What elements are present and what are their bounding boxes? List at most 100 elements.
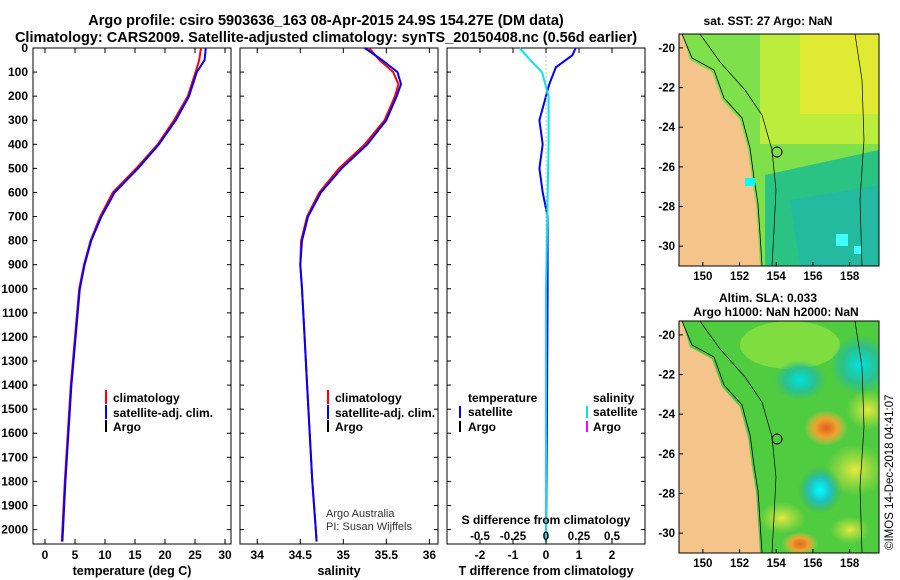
map-x-tick-label: 154 xyxy=(767,271,787,283)
map-y-tick-label: -30 xyxy=(658,241,675,253)
title-line2: Climatology: CARS2009. Satellite-adjuste… xyxy=(15,30,637,46)
x-tick-label: 36 xyxy=(423,548,437,562)
depth-tick-label: 1800 xyxy=(1,474,28,488)
sla-map-subtitle: Argo h1000: NaN h2000: NaN xyxy=(693,305,858,319)
depth-tick-label: 1400 xyxy=(1,378,28,392)
x-tick-label: 10 xyxy=(98,548,112,562)
sla-warm-blob xyxy=(804,410,848,446)
depth-tick-label: 1300 xyxy=(1,354,28,368)
legend-label-argo: Argo xyxy=(335,420,363,434)
sst-cold-patch xyxy=(836,234,848,246)
map-x-tick-label: 152 xyxy=(730,271,749,283)
sst-cooler-core xyxy=(790,185,879,266)
series-line-satellite-adj-clim- xyxy=(299,47,403,542)
map-x-tick-label: 158 xyxy=(840,271,860,283)
sla-argo-marker xyxy=(771,433,783,445)
sla-cyan-mid xyxy=(774,360,826,400)
map-x-tick-label: 156 xyxy=(803,558,822,570)
depth-tick-label: 1200 xyxy=(1,330,28,344)
legend-t-argo: Argo xyxy=(468,420,496,434)
sst-coastline xyxy=(681,34,763,266)
sla-map-title: Altim. SLA: 0.033 xyxy=(719,291,817,305)
x-axes: 0 5 10 15 20 25 30 34 34.5 35 35.5 36 -2 -1 0 1 2 -0.5 -0.… xyxy=(42,48,621,562)
x-label-temperature: temperature (deg C) xyxy=(73,564,192,578)
salinity-panel xyxy=(239,47,439,545)
sla-cyan-east xyxy=(830,335,879,395)
depth-tick-label: 100 xyxy=(8,65,28,79)
x-tick-label: 2 xyxy=(609,548,616,562)
legend-s-argo: Argo xyxy=(593,420,621,434)
series-line-climatology xyxy=(60,47,202,542)
depth-axis: 0 100 200 300 400 500 600 700 800 900 1000 1100 1200… xyxy=(1,41,645,537)
x-label-salinity: salinity xyxy=(317,564,360,578)
sst-map xyxy=(679,34,879,266)
map-y-tick-label: -26 xyxy=(658,162,675,174)
annotation-pi: PI: Susan Wijffels xyxy=(326,521,412,533)
sla-cyan-core xyxy=(798,466,842,514)
legend-temperature-heading: temperature xyxy=(468,391,538,405)
series-line-salinity-satellite xyxy=(518,47,550,542)
sla-yellow-blob xyxy=(846,390,879,430)
sla-yellow-blob xyxy=(758,502,806,534)
x-tick-label: 0 xyxy=(543,548,550,562)
legend-label-satellite: satellite-adj. clim. xyxy=(335,406,435,420)
depth-tick-label: 200 xyxy=(8,89,28,103)
series-line-satellite-adj-clim- xyxy=(61,47,207,542)
map-y-tick-label: -30 xyxy=(658,528,675,540)
depth-tick-label: 2000 xyxy=(1,523,28,537)
sla-land xyxy=(679,321,760,553)
x-tick-label: 25 xyxy=(188,548,202,562)
x-tick-label: -2 xyxy=(475,548,486,562)
sst-warm-core xyxy=(800,34,879,114)
x-tick-label: -1 xyxy=(508,548,519,562)
map-y-tick-label: -28 xyxy=(658,489,675,501)
x-tick-label: 35.5 xyxy=(375,548,399,562)
x-tick-label: 34 xyxy=(251,548,265,562)
sst-argo-marker xyxy=(771,146,783,158)
sla-isobath xyxy=(699,321,777,553)
x-label-difference: T difference from climatology xyxy=(458,564,633,578)
depth-tick-label: 1900 xyxy=(1,498,28,512)
map-y-tick-label: -20 xyxy=(658,330,675,342)
credit-stamp: ©IMOS 14-Dec-2018 04:41:07 xyxy=(884,394,896,550)
map-y-tick-label: -22 xyxy=(658,370,675,382)
depth-tick-label: 1700 xyxy=(1,450,28,464)
sla-map xyxy=(679,321,879,553)
legend-t-satellite: satellite xyxy=(468,405,513,419)
sla-feature xyxy=(740,321,840,369)
map-x-tick-label: 152 xyxy=(730,558,749,570)
map-x-tick-label: 150 xyxy=(693,271,712,283)
x-tick-label: 20 xyxy=(158,548,172,562)
s-difference-label: S difference from climatology xyxy=(462,513,631,527)
x-tick-label: 15 xyxy=(128,548,142,562)
sla-warm-blob xyxy=(782,532,818,553)
x2-tick-label: 0.5 xyxy=(604,531,621,543)
map-x-tick-label: 150 xyxy=(693,558,712,570)
depth-tick-label: 1500 xyxy=(1,402,28,416)
x-tick-label: 35 xyxy=(337,548,351,562)
map-y-tick-label: -20 xyxy=(658,43,675,55)
depth-tick-label: 0 xyxy=(21,41,28,55)
depth-tick-label: 1600 xyxy=(1,426,28,440)
sst-isobath-east xyxy=(854,34,865,266)
map-x-tick-label: 154 xyxy=(767,558,787,570)
sst-cold-patch xyxy=(854,246,862,254)
x-tick-label: 30 xyxy=(218,548,232,562)
map-y-tick-label: -22 xyxy=(658,83,675,95)
salinity-legend: climatology satellite-adj. clim. Argo Ar… xyxy=(326,390,435,533)
sla-yellow-blob xyxy=(830,516,870,544)
title-line1: Argo profile: csiro 5903636_163 08-Apr-2… xyxy=(88,13,564,29)
depth-tick-label: 1100 xyxy=(2,306,28,320)
sst-map-frame xyxy=(678,33,880,267)
legend-label-argo: Argo xyxy=(113,420,141,434)
map-x-tick-label: 156 xyxy=(803,271,822,283)
map-y-tick-label: -24 xyxy=(658,122,675,134)
x-tick-label: 1 xyxy=(576,548,583,562)
series-line-temperature-satellite xyxy=(538,47,577,542)
sst-map-axes: 150 152 154 156 158 -20 -22 -24 -26 -28 -30 xyxy=(658,43,859,283)
legend-label-climatology: climatology xyxy=(113,391,180,405)
sst-isobath xyxy=(699,34,777,266)
sst-coastal-patch xyxy=(745,178,755,186)
sst-map-title: sat. SST: 27 Argo: NaN xyxy=(704,14,833,28)
